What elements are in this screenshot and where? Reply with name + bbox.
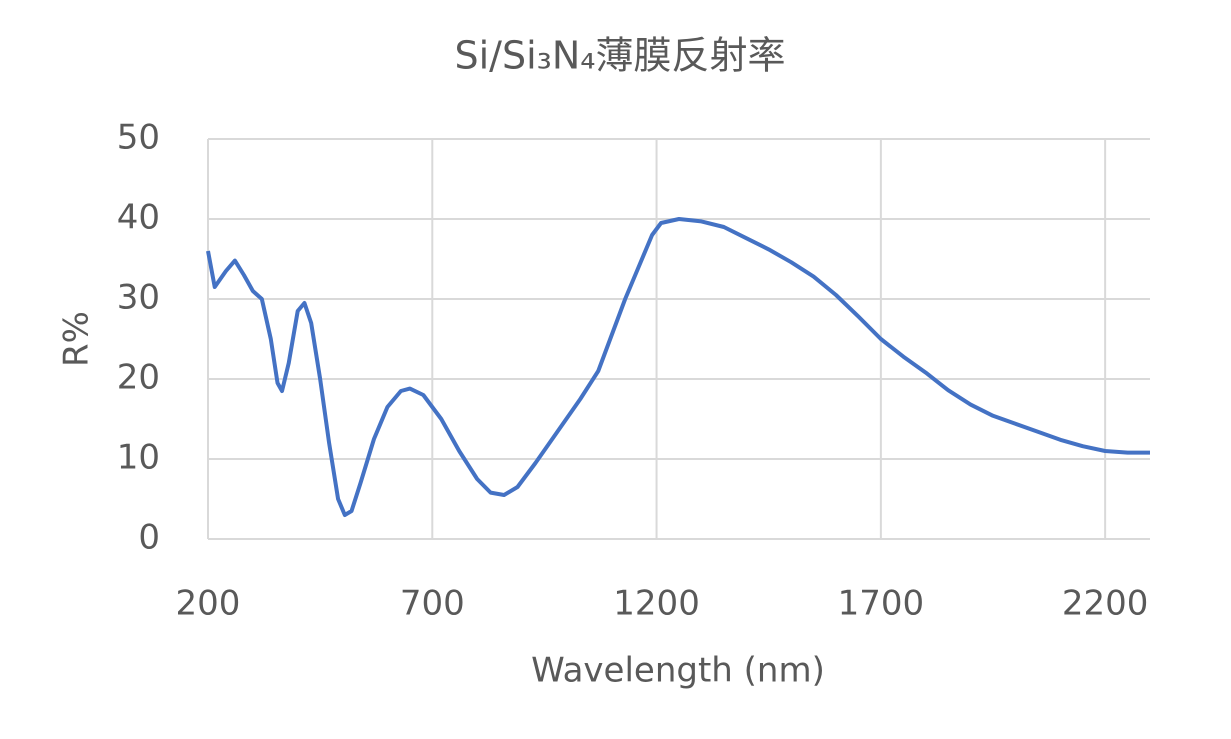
- y-tick-label: 0: [138, 518, 160, 558]
- x-tick-label: 1700: [838, 584, 925, 624]
- data-line: [206, 217, 1150, 517]
- x-tick-label: 700: [400, 584, 465, 624]
- chart-title: Si/Si₃N₄薄膜反射率: [454, 34, 785, 78]
- y-axis-label: R%: [57, 311, 97, 367]
- y-tick-label: 50: [117, 118, 160, 158]
- x-axis-label: Wavelength (nm): [531, 651, 825, 691]
- y-tick-label: 10: [117, 438, 160, 478]
- y-tick-label: 40: [117, 198, 160, 238]
- x-tick-label: 1200: [613, 584, 700, 624]
- y-tick-label: 20: [117, 358, 160, 398]
- x-tick-label: 2200: [1062, 584, 1149, 624]
- y-tick-label: 30: [117, 278, 160, 318]
- x-tick-label: 200: [176, 584, 241, 624]
